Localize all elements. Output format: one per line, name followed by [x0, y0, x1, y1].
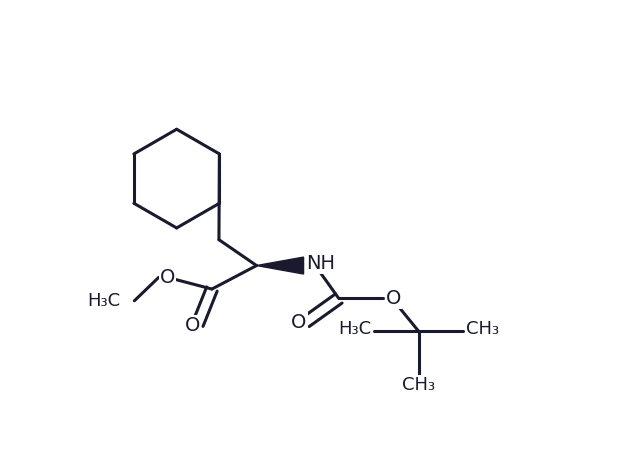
- Text: O: O: [386, 289, 401, 308]
- Text: H₃C: H₃C: [339, 320, 372, 338]
- Text: O: O: [184, 316, 200, 335]
- Text: CH₃: CH₃: [402, 376, 435, 394]
- Text: NH: NH: [306, 254, 335, 273]
- Text: CH₃: CH₃: [466, 320, 499, 338]
- Text: O: O: [291, 313, 307, 332]
- Text: O: O: [159, 268, 175, 287]
- Text: H₃C: H₃C: [87, 292, 120, 310]
- Polygon shape: [257, 257, 303, 274]
